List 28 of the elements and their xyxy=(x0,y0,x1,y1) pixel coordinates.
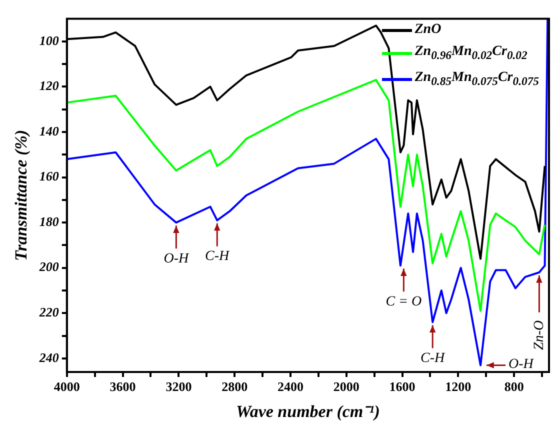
x-tick-label: 2400 xyxy=(277,379,304,394)
x-tick-label: 1200 xyxy=(445,379,472,394)
x-axis-title: Wave number (cm⁻¹) xyxy=(236,402,380,422)
y-tick-label: 160 xyxy=(39,168,60,184)
annotation: C = O xyxy=(386,294,422,310)
annotation: C-H xyxy=(420,350,446,366)
y-tick-label: 220 xyxy=(38,304,60,320)
y-tick-label: 120 xyxy=(39,78,60,94)
y-tick-label: 140 xyxy=(39,123,60,138)
legend-label: ZnO xyxy=(414,21,442,39)
annotation: Zn-O xyxy=(532,320,547,350)
annotation: O-H xyxy=(164,251,190,266)
x-tick-label: 4000 xyxy=(54,379,80,394)
x-tick-label: 3200 xyxy=(166,379,192,394)
annotation: O-H xyxy=(508,356,534,372)
x-tick-label: 1600 xyxy=(389,379,416,394)
y-axis-title: Transmittance (%) xyxy=(12,130,31,261)
annotation: C-H xyxy=(205,248,230,264)
x-tick-label: 3600 xyxy=(110,379,136,394)
x-tick-label: 2000 xyxy=(333,379,360,394)
x-tick-label: 2800 xyxy=(222,379,248,394)
legend-label: Zn$_{0.96}$Mn$_{0.02}$Cr$_{0.02}$ xyxy=(414,43,528,64)
legend-label: Zn$_{0.85}$Mn$_{0.075}$Cr$_{0.075}$ xyxy=(414,68,539,90)
y-tick-label: 240 xyxy=(38,350,60,365)
y-tick-label: 200 xyxy=(38,259,60,274)
y-tick-label: 180 xyxy=(39,214,60,229)
x-tick-label: 800 xyxy=(504,379,524,394)
y-tick-label: 100 xyxy=(39,32,60,48)
